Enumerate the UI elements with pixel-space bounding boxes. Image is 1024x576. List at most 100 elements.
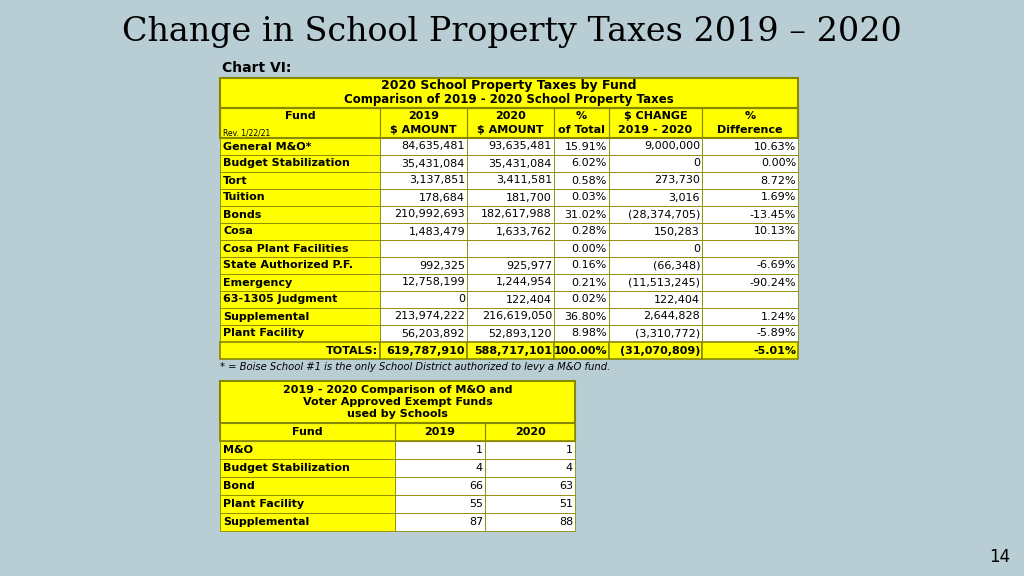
- Bar: [702, 155, 798, 172]
- Bar: [220, 459, 395, 477]
- Bar: [609, 342, 702, 359]
- Text: 122,404: 122,404: [654, 294, 700, 305]
- Bar: [702, 291, 798, 308]
- Bar: [467, 342, 554, 359]
- Bar: [554, 240, 609, 257]
- Text: 2,644,828: 2,644,828: [643, 312, 700, 321]
- Bar: [395, 423, 485, 441]
- Bar: [554, 257, 609, 274]
- Text: 0.00%: 0.00%: [571, 244, 607, 253]
- Text: (66,348): (66,348): [652, 260, 700, 271]
- Text: 2019 - 2020: 2019 - 2020: [618, 125, 692, 135]
- Bar: [220, 172, 380, 189]
- Text: 588,717,101: 588,717,101: [474, 346, 552, 355]
- Text: $ AMOUNT: $ AMOUNT: [390, 125, 457, 135]
- Text: 210,992,693: 210,992,693: [394, 210, 465, 219]
- Text: 10.13%: 10.13%: [754, 226, 796, 237]
- Text: Bonds: Bonds: [223, 210, 261, 219]
- Bar: [380, 240, 467, 257]
- Text: 1,244,954: 1,244,954: [496, 278, 552, 287]
- Bar: [467, 138, 554, 155]
- Text: 4: 4: [566, 463, 573, 473]
- Text: 0.28%: 0.28%: [571, 226, 607, 237]
- Text: 84,635,481: 84,635,481: [401, 142, 465, 151]
- Text: 1,483,479: 1,483,479: [409, 226, 465, 237]
- Text: 0: 0: [458, 294, 465, 305]
- Bar: [609, 325, 702, 342]
- Text: 273,730: 273,730: [654, 176, 700, 185]
- Text: 2019: 2019: [425, 427, 456, 437]
- Bar: [467, 325, 554, 342]
- Bar: [609, 206, 702, 223]
- Text: $ CHANGE: $ CHANGE: [624, 111, 687, 121]
- Text: Tort: Tort: [223, 176, 248, 185]
- Text: 0: 0: [693, 244, 700, 253]
- Bar: [467, 189, 554, 206]
- Text: 15.91%: 15.91%: [564, 142, 607, 151]
- Bar: [702, 138, 798, 155]
- Text: 1,633,762: 1,633,762: [496, 226, 552, 237]
- Bar: [220, 441, 395, 459]
- Text: Cosa Plant Facilities: Cosa Plant Facilities: [223, 244, 348, 253]
- Text: Voter Approved Exempt Funds: Voter Approved Exempt Funds: [303, 397, 493, 407]
- Bar: [220, 291, 380, 308]
- Text: * = Boise School #1 is the only School District authorized to levy a M&O fund.: * = Boise School #1 is the only School D…: [220, 362, 610, 372]
- Bar: [702, 342, 798, 359]
- Bar: [380, 223, 467, 240]
- Text: 216,619,050: 216,619,050: [481, 312, 552, 321]
- Text: 14: 14: [989, 548, 1010, 566]
- Bar: [609, 138, 702, 155]
- Bar: [467, 274, 554, 291]
- Text: 66: 66: [469, 481, 483, 491]
- Bar: [380, 138, 467, 155]
- Text: 1.24%: 1.24%: [761, 312, 796, 321]
- Bar: [554, 206, 609, 223]
- Text: of Total: of Total: [558, 125, 605, 135]
- Text: 2019 - 2020 Comparison of M&O and: 2019 - 2020 Comparison of M&O and: [283, 385, 512, 395]
- Text: Plant Facility: Plant Facility: [223, 499, 304, 509]
- Text: 36.80%: 36.80%: [564, 312, 607, 321]
- Text: 31.02%: 31.02%: [564, 210, 607, 219]
- Text: %: %: [744, 111, 756, 121]
- Bar: [467, 172, 554, 189]
- Bar: [554, 189, 609, 206]
- Bar: [554, 342, 609, 359]
- Text: -13.45%: -13.45%: [750, 210, 796, 219]
- Bar: [702, 206, 798, 223]
- Bar: [702, 325, 798, 342]
- Text: 181,700: 181,700: [506, 192, 552, 203]
- Bar: [485, 459, 575, 477]
- Bar: [702, 108, 798, 138]
- Text: Budget Stabilization: Budget Stabilization: [223, 463, 350, 473]
- Bar: [380, 325, 467, 342]
- Bar: [380, 108, 467, 138]
- Bar: [220, 274, 380, 291]
- Bar: [220, 78, 798, 108]
- Bar: [220, 108, 798, 138]
- Bar: [702, 274, 798, 291]
- Text: Emergency: Emergency: [223, 278, 292, 287]
- Text: 3,411,581: 3,411,581: [496, 176, 552, 185]
- Text: 150,283: 150,283: [654, 226, 700, 237]
- Text: 6.02%: 6.02%: [571, 158, 607, 169]
- Bar: [702, 257, 798, 274]
- Bar: [609, 189, 702, 206]
- Text: 1: 1: [566, 445, 573, 455]
- Bar: [467, 257, 554, 274]
- Bar: [395, 495, 485, 513]
- Text: (3,310,772): (3,310,772): [635, 328, 700, 339]
- Bar: [609, 223, 702, 240]
- Bar: [485, 441, 575, 459]
- Text: 0.21%: 0.21%: [571, 278, 607, 287]
- Text: 8.98%: 8.98%: [571, 328, 607, 339]
- Text: (28,374,705): (28,374,705): [628, 210, 700, 219]
- Text: 182,617,988: 182,617,988: [481, 210, 552, 219]
- Bar: [609, 308, 702, 325]
- Bar: [220, 189, 380, 206]
- Bar: [467, 108, 554, 138]
- Text: Tuition: Tuition: [223, 192, 265, 203]
- Bar: [220, 308, 380, 325]
- Bar: [220, 381, 575, 423]
- Text: 100.00%: 100.00%: [553, 346, 607, 355]
- Text: 178,684: 178,684: [419, 192, 465, 203]
